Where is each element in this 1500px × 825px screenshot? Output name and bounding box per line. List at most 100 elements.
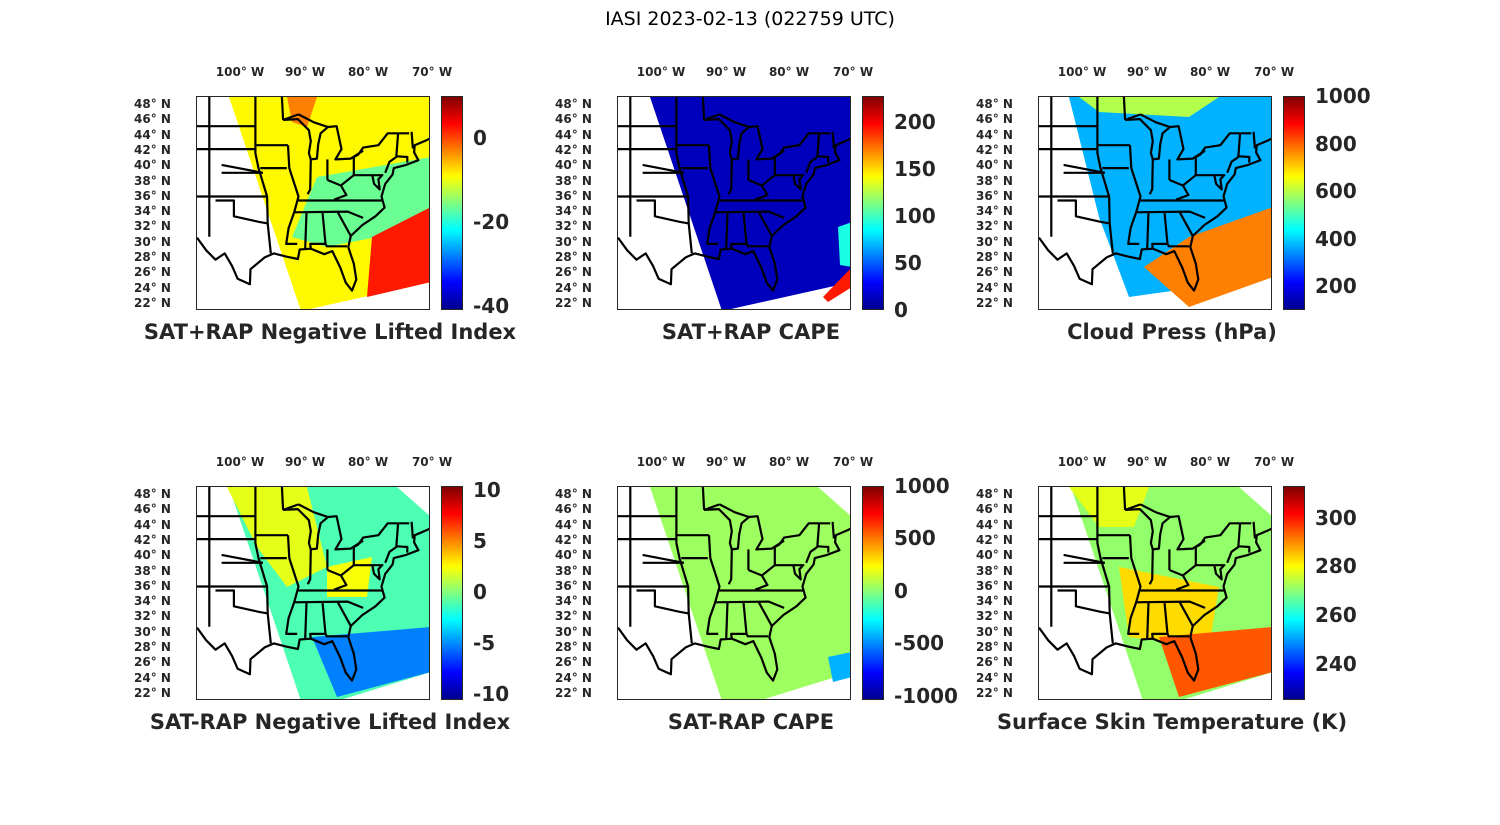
state-boundary xyxy=(817,155,830,163)
state-boundary xyxy=(1125,118,1206,161)
latitude-tick-label: 46° N xyxy=(976,502,1013,517)
longitude-tick-label: 70° W xyxy=(1253,455,1295,469)
latitude-tick-label: 44° N xyxy=(555,517,592,532)
latitude-tick-label: 44° N xyxy=(555,127,592,142)
data-swath xyxy=(312,627,429,697)
latitude-tick-label: 34° N xyxy=(555,594,592,609)
latitude-tick-label: 36° N xyxy=(134,578,171,593)
colorbar-tick-label: 280 xyxy=(1315,554,1357,579)
state-boundary xyxy=(1238,545,1251,553)
state-boundary xyxy=(309,212,327,249)
coastline xyxy=(1039,527,1271,682)
state-boundary xyxy=(306,549,312,585)
state-boundary xyxy=(1238,155,1251,163)
longitude-tick-label: 100° W xyxy=(1057,65,1107,79)
state-boundary xyxy=(730,212,748,249)
latitude-tick-label: 40° N xyxy=(555,158,592,173)
colorbar-tick-label: 300 xyxy=(1315,505,1357,530)
data-swath xyxy=(838,222,850,267)
longitude-tick-label: 70° W xyxy=(411,65,453,79)
latitude-tick-label: 26° N xyxy=(976,655,1013,670)
state-boundary xyxy=(371,174,383,191)
latitude-tick-label: 30° N xyxy=(555,624,592,639)
latitude-tick-label: 46° N xyxy=(555,502,592,517)
state-boundary xyxy=(1057,199,1110,225)
state-boundary xyxy=(283,118,364,161)
state-boundary xyxy=(1139,503,1171,519)
latitude-tick-label: 26° N xyxy=(976,265,1013,280)
latitude-tick-label: 36° N xyxy=(976,188,1013,203)
state-boundary xyxy=(773,547,805,567)
longitude-tick-label: 70° W xyxy=(1253,65,1295,79)
colorbar-tick-label: 200 xyxy=(1315,274,1357,299)
state-boundary xyxy=(1226,523,1242,564)
latitude-tick-label: 44° N xyxy=(976,127,1013,142)
state-boundary xyxy=(371,564,383,581)
latitude-tick-label: 26° N xyxy=(555,265,592,280)
longitude-tick-label: 100° W xyxy=(1057,455,1107,469)
latitude-tick-label: 30° N xyxy=(134,234,171,249)
map-panel: 100° W 90° W 80° W 70° W 48° N 46° N 44° N 42° … xyxy=(962,60,1382,390)
state-boundary xyxy=(831,521,835,539)
colorbar-tick-label: -1000 xyxy=(894,683,958,708)
state-boundary xyxy=(1178,211,1194,237)
state-boundary xyxy=(805,133,821,174)
latitude-tick-label: 30° N xyxy=(976,234,1013,249)
panel-title: SAT-RAP CAPE xyxy=(667,710,835,734)
state-boundary xyxy=(757,601,773,627)
latitude-tick-label: 48° N xyxy=(134,487,171,501)
state-boundary xyxy=(792,174,804,191)
latitude-tick-label: 28° N xyxy=(976,250,1013,264)
map-panel: 100° W 90° W 80° W 70° W 48° N 46° N 44° N 42° … xyxy=(120,450,540,780)
latitude-tick-label: 46° N xyxy=(555,112,592,127)
latitude-tick-label: 46° N xyxy=(134,112,171,127)
longitude-tick-label: 90° W xyxy=(1126,455,1168,469)
state-boundary xyxy=(805,523,821,564)
longitude-tick-label: 80° W xyxy=(768,65,810,79)
longitude-tick-label: 90° W xyxy=(284,65,326,79)
colorbar-tick-label: 50 xyxy=(894,251,922,276)
state-boundary xyxy=(304,212,308,249)
latitude-tick-label: 40° N xyxy=(976,158,1013,173)
latitude-tick-label: 40° N xyxy=(976,548,1013,563)
longitude-tick-label: 70° W xyxy=(411,455,453,469)
state-boundary xyxy=(309,602,327,639)
state-boundary xyxy=(1175,574,1190,591)
latitude-tick-label: 48° N xyxy=(134,97,171,111)
map-plot xyxy=(196,96,430,310)
state-boundary xyxy=(714,600,785,609)
latitude-tick-label: 34° N xyxy=(976,594,1013,609)
state-boundary xyxy=(642,553,685,564)
state-boundary xyxy=(254,97,272,254)
longitude-tick-label: 70° W xyxy=(832,455,874,469)
state-boundary xyxy=(396,155,409,163)
colorbar-tick-label: 5 xyxy=(473,529,487,554)
state-boundary xyxy=(1151,602,1169,639)
state-boundary xyxy=(215,589,268,615)
state-boundary xyxy=(1122,487,1127,510)
state-boundary xyxy=(324,633,348,638)
latitude-tick-label: 48° N xyxy=(976,97,1013,111)
state-boundary xyxy=(336,211,352,237)
state-boundary xyxy=(410,521,414,539)
state-boundary xyxy=(1148,159,1154,195)
colorbar-tick-label: 400 xyxy=(1315,226,1357,251)
state-boundary xyxy=(817,545,830,553)
map-panel: 100° W 90° W 80° W 70° W 48° N 46° N 44° N 42° … xyxy=(120,60,540,390)
map-plot xyxy=(196,486,430,700)
latitude-tick-label: 38° N xyxy=(976,173,1013,188)
latitude-tick-label: 28° N xyxy=(976,640,1013,654)
latitude-tick-label: 42° N xyxy=(976,142,1013,157)
colorbar xyxy=(862,96,884,310)
state-boundary xyxy=(754,184,769,201)
state-boundary xyxy=(718,503,750,519)
latitude-tick-label: 34° N xyxy=(555,204,592,219)
state-boundary xyxy=(727,549,733,585)
coastline xyxy=(618,137,850,292)
state-boundary xyxy=(1252,131,1256,149)
state-boundary xyxy=(757,211,773,237)
state-boundary xyxy=(1175,184,1190,201)
colorbar-tick-label: 1000 xyxy=(1315,84,1371,108)
state-boundary xyxy=(384,133,400,174)
colorbar-tick-label: 800 xyxy=(1315,131,1357,156)
